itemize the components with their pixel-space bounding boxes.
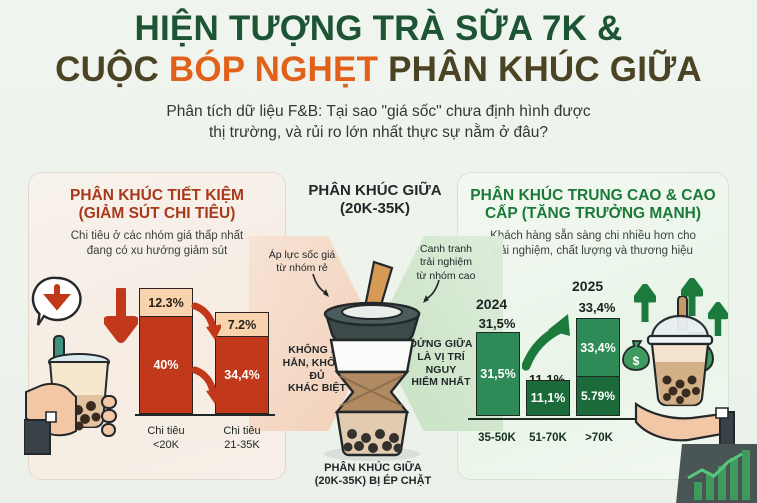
left-savings-chart: 2024 2025 12.3% 40% 7.2% 34,4% Chi tiêu … — [135, 286, 277, 458]
mid-heading-line1: PHÂN KHÚC GIỮA — [308, 182, 442, 199]
title-accent-bop-nghet: BÓP NGHẸT — [168, 49, 379, 89]
left-bar-2024-top: 12.3% — [139, 288, 193, 316]
squeezed-bubble-tea-cup-icon — [323, 260, 421, 461]
right-bar-0-value: 31,5% — [476, 332, 520, 416]
decline-arrow-icon — [191, 302, 221, 340]
title-part-phan-khuc-giua: PHÂN KHÚC GIỮA — [378, 49, 702, 89]
sq-left-line3: ĐỦ — [309, 369, 325, 382]
page-title-line2: CUỘC BÓP NGHẸT PHÂN KHÚC GIỮA — [0, 50, 757, 89]
left-cat1-line2: 21-35K — [224, 438, 260, 451]
table-row: 12.3% 40% — [139, 288, 193, 414]
left-sub-line1: Chi tiêu ở các nhóm giá thấp nhất — [70, 229, 244, 242]
bubble-tea-on-palm-icon — [634, 296, 735, 444]
left-cat0-line1: Chi tiêu — [147, 425, 185, 438]
left-cat-label-0: Chi tiêu <20K — [135, 425, 197, 452]
sq-left-line4: KHÁC BIỆT — [287, 382, 347, 395]
right-heading-line2: CẤP (TĂNG TRƯỞNG MẠNH) — [484, 204, 702, 222]
left-bar-2024-bottom: 40% — [139, 316, 193, 414]
anno-right-line2: trải nghiệm — [420, 256, 472, 269]
annotation-experience-competition: Canh tranh trải nghiệm từ nhóm cao — [398, 243, 494, 283]
annotation-price-pressure: Áp lực sốc giá từ nhóm rẻ — [256, 249, 348, 276]
growth-arrow-icon — [522, 314, 570, 371]
right-bar-1-value: 11,1% — [526, 380, 570, 416]
bubble-tea-in-hand-icon — [24, 335, 117, 455]
subtitle-line2: thị trường, và rủi ro lớn nhất thực sự n… — [208, 124, 549, 142]
left-cat1-line1: Chi tiêu — [223, 425, 261, 438]
money-bag-icon: $ — [622, 340, 650, 371]
mid-caption-line1: PHÂN KHÚC GIỮA — [324, 462, 422, 474]
anno-left-line2: từ nhóm rẻ — [276, 262, 328, 275]
sq-right-line1: ĐỨNG GIỮA — [409, 338, 473, 350]
down-arrow-icon — [104, 288, 138, 343]
table-row: 31,5% — [476, 332, 520, 416]
down-arrow-badge-icon — [31, 276, 82, 326]
curved-arrow-down-left-icon — [423, 279, 440, 303]
mid-panel-heading: PHÂN KHÚC GIỮA (20K-35K) — [280, 182, 470, 218]
decline-arrow-icon — [191, 366, 221, 404]
right-value-above-2: 33,4% — [578, 300, 616, 315]
sq-right-line3: NGUY — [425, 363, 457, 376]
left-panel-subtext: Chi tiêu ở các nhóm giá thấp nhất đang c… — [29, 229, 285, 259]
growth-chart-icon — [676, 444, 757, 503]
table-row: 7.2% 34,4% — [215, 312, 269, 414]
right-cat-label-0: 35-50K — [478, 432, 516, 444]
right-value-above-0: 31,5% — [478, 316, 516, 331]
sq-right-line2: LÀ VỊ TRÍ — [417, 350, 465, 363]
left-bar-2025-bottom: 34,4% — [215, 336, 269, 414]
left-chart-axis — [135, 413, 275, 416]
right-panel-heading: PHÂN KHÚC TRUNG CAO & CAO CẤP (TĂNG TRƯỞ… — [458, 187, 728, 223]
right-cat-label-1: 51-70K — [529, 432, 567, 444]
right-sub-line2: trải nghiệm, chất lượng và thương hiệu — [493, 245, 693, 258]
up-arrow-icon — [681, 278, 703, 316]
up-arrow-icon — [634, 284, 656, 322]
left-bar-2025-top: 7.2% — [215, 312, 269, 336]
left-cat0-line2: <20K — [153, 438, 179, 451]
anno-right-line1: Canh tranh — [420, 243, 472, 255]
right-year-2024: 2024 — [476, 296, 508, 312]
mid-heading-line2: (20K-35K) — [339, 200, 411, 217]
left-heading-line1: PHÂN KHÚC TIẾT KIỆM — [70, 187, 244, 204]
table-row: 33,4% 5.79% — [576, 318, 620, 416]
right-sub-line1: Khách hàng sẵn sàng chi nhiều hơn cho — [490, 229, 696, 242]
right-bar-2-bottom: 5.79% — [576, 376, 620, 416]
curved-arrow-down-right-icon — [312, 273, 329, 297]
squeeze-label-right: ĐỨNG GIỮA LÀ VỊ TRÍ NGUY HIỂM NHẤT — [404, 338, 478, 389]
page-title-line1: HIỆN TƯỢNG TRÀ SỮA 7K & — [134, 9, 623, 48]
sq-right-line4: HIỂM NHẤT — [411, 376, 471, 389]
subtitle: Phân tích dữ liệu F&B: Tại sao "giá sốc"… — [0, 101, 757, 144]
right-chart-axis — [468, 417, 636, 420]
right-cat-label-2: >70K — [585, 432, 613, 444]
right-heading-line1: PHÂN KHÚC TRUNG CAO & CAO — [470, 187, 716, 204]
right-year-2025: 2025 — [572, 278, 604, 294]
subtitle-line1: Phân tích dữ liệu F&B: Tại sao "giá sốc"… — [166, 102, 591, 120]
left-sub-line2: đang có xu hướng giảm sút — [86, 245, 228, 258]
right-panel-subtext: Khách hàng sẵn sàng chi nhiều hơn cho tr… — [458, 229, 728, 259]
svg-text:$: $ — [633, 354, 640, 368]
title-part-cuoc: CUỘC — [55, 49, 169, 89]
left-heading-line2: (GIẢM SÚT CHI TIÊU) — [78, 204, 236, 222]
right-bar-2-top: 33,4% — [576, 318, 620, 376]
anno-right-line3: từ nhóm cao — [416, 269, 476, 282]
left-cat-label-1: Chi tiêu 21-35K — [207, 425, 277, 452]
left-panel-heading: PHÂN KHÚC TIẾT KIỆM (GIẢM SÚT CHI TIÊU) — [29, 187, 285, 223]
up-arrow-icon — [708, 302, 728, 336]
table-row: 11,1% — [526, 380, 570, 416]
right-premium-chart: 2024 2025 31,5% 11,1% 33,4% 31,5% 11,1% … — [468, 278, 636, 460]
header: HIỆN TƯỢNG TRÀ SỮA 7K & CUỘC BÓP NGHẸT P… — [0, 0, 757, 144]
mid-panel-caption: PHÂN KHÚC GIỮA (20K-35K) BỊ ÉP CHẶT — [278, 462, 468, 489]
mid-caption-line2: (20K-35K) BỊ ÉP CHẶT — [314, 475, 432, 488]
anno-left-line1: Áp lực sốc giá — [268, 249, 336, 261]
